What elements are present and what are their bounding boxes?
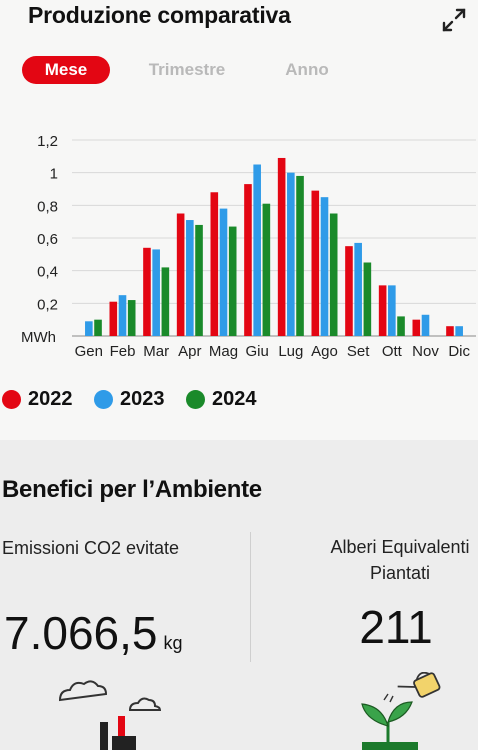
bar-2022-apr (176, 213, 185, 336)
divider (250, 532, 251, 662)
trees-value: 211 (359, 601, 433, 653)
y-tick-label: 0,2 (37, 296, 58, 313)
bar-2023-giu (253, 164, 261, 336)
production-bar-chart: 0,2 0,4 0,6 0,8 1 1,2 MWh Gen Feb Mar Apr Mag Giu Lug… (21, 133, 476, 360)
bar-2022-mag (210, 192, 219, 336)
bar-2022-mar (143, 247, 151, 336)
x-tick-label: Ott (382, 343, 403, 360)
factory-clouds-icon (58, 680, 162, 750)
y-tick-label: 0,8 (37, 198, 58, 215)
x-tick-label: Gen (75, 343, 103, 360)
trees-label-line2: Piantati (369, 563, 431, 583)
bar-2023-gen (85, 321, 93, 336)
legend-item-2022[interactable]: 2022 (2, 384, 73, 414)
legend-label: 2022 (28, 387, 73, 410)
legend-item-2023[interactable]: 2023 (94, 384, 165, 414)
environment-benefits-card: Benefici per l’Ambiente Emissioni CO2 ev… (0, 440, 478, 750)
tab-year[interactable]: Anno (285, 60, 329, 79)
chart-legend: 2022 2023 2024 (2, 384, 472, 414)
expand-icon[interactable] (440, 6, 468, 34)
bar-2024-mag (228, 226, 237, 336)
legend-item-2024[interactable]: 2024 (186, 384, 257, 414)
legend-dot-icon (186, 389, 205, 409)
period-tabs: Mese Trimestre Anno (22, 56, 462, 86)
x-tick-label: Mag (209, 343, 238, 360)
bar-2024-ott (397, 316, 405, 336)
trees-label: Alberi Equivalenti Piantati (300, 534, 478, 586)
bar-2023-nov (421, 314, 430, 336)
trees-label-line1: Alberi Equivalenti (330, 537, 470, 557)
bar-2022-set (345, 246, 353, 336)
bar-2022-ago (311, 190, 320, 336)
bar-2024-ago (329, 213, 338, 336)
x-tick-label: Set (347, 343, 370, 360)
bar-2023-set (354, 242, 362, 336)
bar-2023-mar (152, 249, 160, 336)
legend-label: 2023 (120, 387, 165, 410)
legend-label: 2024 (212, 387, 257, 410)
bar-2024-set (363, 262, 372, 336)
legend-dot-icon (2, 389, 21, 409)
x-tick-label: Giu (245, 343, 268, 360)
bar-2023-ago (320, 197, 329, 336)
x-tick-label: Dic (448, 343, 470, 360)
y-tick-label: 0,4 (37, 264, 58, 281)
tab-month[interactable]: Mese (22, 56, 110, 84)
bar-2023-lug (287, 172, 295, 336)
bar-2024-giu (262, 203, 271, 336)
bar-2024-gen (94, 319, 102, 336)
co2-number: 7.066,5 (4, 607, 158, 659)
bar-2023-dic (455, 326, 463, 336)
bar-2022-lug (277, 157, 286, 336)
watering-plant-icon (361, 672, 441, 750)
co2-value: 7.066,5 kg (4, 606, 183, 660)
y-tick-label: 1,2 (37, 133, 58, 150)
bar-2023-mag (219, 208, 228, 336)
comparative-production-card: Produzione comparativa Mese Trimestre An… (2, 2, 476, 414)
benefits-title: Benefici per l’Ambiente (2, 476, 262, 503)
x-tick-label: Nov (412, 343, 439, 360)
legend-dot-icon (94, 389, 113, 409)
bar-2024-lug (296, 175, 304, 336)
bar-2022-dic (446, 326, 454, 336)
x-tick-label: Apr (178, 343, 201, 360)
x-tick-label: Lug (278, 343, 303, 360)
bar-2022-feb (109, 301, 118, 336)
tab-quarter[interactable]: Trimestre (148, 60, 226, 79)
bar-2022-nov (412, 319, 421, 336)
co2-unit: kg (163, 633, 183, 653)
co2-label: Emissioni CO2 evitate (2, 538, 180, 558)
bar-2022-giu (244, 184, 252, 336)
bar-2024-mar (161, 267, 170, 336)
y-tick-label: 0,6 (37, 231, 58, 248)
x-tick-label: Mar (143, 343, 169, 360)
bar-2023-ott (388, 285, 396, 336)
y-tick-label: 1 (50, 166, 58, 183)
bar-2023-apr (186, 220, 194, 336)
bar-2024-feb (127, 300, 136, 336)
bar-2022-ott (378, 285, 387, 336)
bar-2024-apr (195, 224, 203, 336)
x-tick-label: Ago (311, 343, 338, 360)
x-tick-label: Feb (110, 343, 136, 360)
bar-2023-feb (118, 295, 127, 336)
card-title: Produzione comparativa (28, 2, 291, 28)
y-axis-label: MWh (21, 329, 56, 346)
